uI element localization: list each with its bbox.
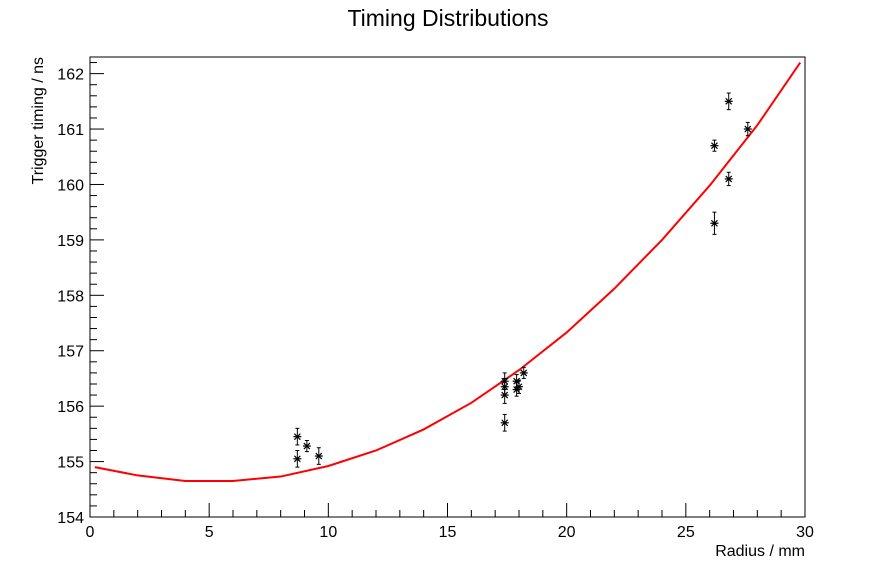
fit-curve-layer — [94, 61, 802, 482]
data-point — [302, 440, 311, 453]
data-point — [293, 449, 302, 468]
x-tick-label: 20 — [558, 524, 576, 541]
data-point — [724, 92, 733, 111]
y-axis: 154 155 156 157 158 159 160 161 162 — [57, 62, 104, 527]
y-tick-label: 160 — [57, 177, 84, 194]
data-point — [515, 379, 523, 394]
star-marker-stroke — [515, 383, 523, 391]
x-tick-label: 25 — [677, 524, 695, 541]
star-marker-stroke — [711, 142, 718, 150]
plot-area-border — [89, 56, 806, 518]
star-marker-stroke — [293, 433, 301, 441]
star-marker-stroke — [501, 391, 509, 399]
x-axis-label: Radius / mm — [715, 543, 805, 560]
data-point — [743, 121, 752, 137]
x-tick-label: 10 — [319, 524, 337, 541]
star-marker-stroke — [501, 419, 509, 427]
data-points-layer — [293, 92, 752, 468]
chart-title: Timing Distributions — [347, 5, 548, 31]
y-tick-label: 154 — [57, 510, 84, 527]
star-marker-stroke — [711, 219, 718, 227]
x-tick-label: 30 — [796, 524, 814, 541]
data-point — [500, 386, 509, 404]
x-tick-label: 0 — [86, 524, 95, 541]
data-point — [710, 139, 719, 152]
star-marker-stroke — [513, 377, 521, 385]
y-axis-label: Trigger timing / ns — [30, 57, 47, 184]
star-marker-stroke — [303, 442, 311, 450]
data-point — [519, 366, 528, 379]
star-marker-stroke — [725, 97, 733, 105]
data-point — [314, 447, 323, 465]
data-point — [724, 171, 733, 187]
x-tick-label: 5 — [205, 524, 214, 541]
x-axis: 0 5 10 15 20 25 30 — [86, 503, 814, 541]
star-marker-stroke — [520, 369, 528, 377]
y-tick-label: 161 — [57, 122, 84, 139]
star-marker-stroke — [315, 452, 323, 460]
fit-curve-line — [94, 61, 802, 482]
star-marker-stroke — [293, 455, 301, 463]
data-point — [710, 211, 719, 235]
y-tick-label: 155 — [57, 455, 84, 472]
y-tick-label: 157 — [57, 344, 84, 361]
plot-frame — [89, 56, 806, 518]
star-marker-stroke — [744, 125, 752, 133]
y-tick-label: 158 — [57, 288, 84, 305]
data-point — [500, 413, 509, 432]
star-marker-stroke — [725, 175, 733, 183]
data-point — [293, 427, 302, 446]
x-tick-label: 15 — [439, 524, 457, 541]
y-tick-label: 159 — [57, 233, 84, 250]
y-tick-label: 156 — [57, 399, 84, 416]
y-tick-label: 162 — [57, 67, 84, 84]
